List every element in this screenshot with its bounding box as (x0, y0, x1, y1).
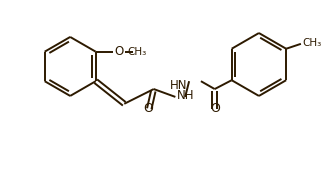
Text: NH: NH (177, 89, 195, 102)
Text: CH₃: CH₃ (127, 47, 146, 57)
Text: O: O (114, 45, 124, 58)
Text: O: O (211, 102, 221, 115)
Text: CH₃: CH₃ (303, 38, 322, 48)
Text: O: O (143, 102, 153, 115)
Text: HN: HN (170, 79, 187, 92)
